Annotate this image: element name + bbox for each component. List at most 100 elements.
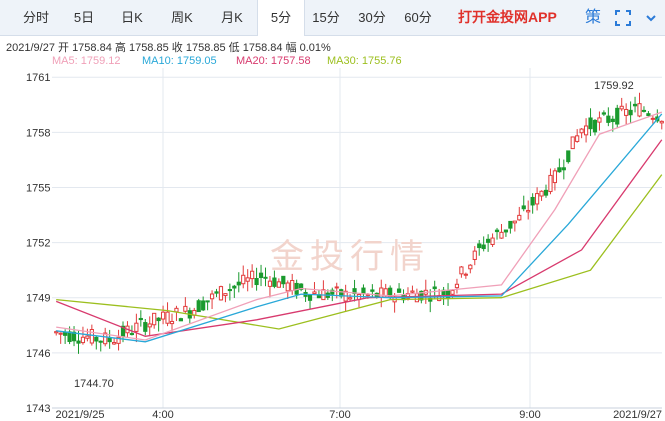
candle-body [245, 277, 250, 282]
candle-body [183, 305, 188, 312]
tab-weekly-k[interactable]: 周K [171, 10, 193, 25]
ma10-label: MA10: [142, 55, 174, 67]
ma5-legend: MA5: 1759.12 [52, 55, 121, 67]
candle-body [58, 332, 63, 335]
tab-5day[interactable]: 5日 [73, 10, 95, 25]
ma5-value: 1759.12 [80, 55, 121, 67]
candle-body [530, 196, 535, 206]
candle-body [263, 276, 268, 279]
candle-body [250, 270, 255, 280]
candle-body [129, 333, 135, 336]
candle-body [468, 264, 473, 270]
candle-body [290, 280, 295, 291]
y-tick-label: 1761 [26, 72, 50, 84]
candle-body [307, 294, 313, 301]
candle-body [512, 220, 517, 224]
tab-5min[interactable]: 5分 [257, 0, 305, 36]
tab-monthly-k[interactable]: 月K [221, 10, 243, 25]
period-tab-bar: 分时 5日 日K 周K 月K 5分 15分 30分 60分 打开金投网APP 策 [0, 0, 665, 36]
candle-body [432, 286, 437, 290]
candle-body [659, 120, 664, 124]
candle-body [71, 331, 77, 342]
candle-body [494, 229, 500, 233]
candle-body [67, 331, 72, 342]
tab-15min[interactable]: 15分 [312, 10, 340, 25]
candle-body [521, 205, 526, 210]
candle-body [548, 174, 553, 193]
x-tick-label: 9:00 [519, 409, 540, 421]
candle-body [281, 275, 286, 285]
candle-body [535, 193, 540, 205]
chart-watermark: 金投行情 [270, 238, 430, 276]
tab-intraday[interactable]: 分时 [22, 10, 49, 25]
candle-body [205, 300, 210, 303]
candle-body [575, 135, 580, 142]
tab-30min[interactable]: 30分 [358, 10, 386, 25]
fullscreen-icon[interactable] [612, 0, 634, 35]
candle-body [615, 107, 620, 125]
candle-body [410, 290, 415, 293]
candle-body [539, 190, 544, 197]
candle-body [178, 318, 183, 322]
candle-body [267, 280, 273, 287]
open-app-link[interactable]: 打开金投网APP [458, 9, 557, 25]
candle-body [80, 336, 86, 344]
ma5-line [56, 111, 663, 341]
candle-body [490, 237, 495, 245]
candle-body [628, 109, 633, 116]
candle-body [619, 105, 624, 110]
y-tick-label: 1743 [26, 403, 50, 415]
candle-body [103, 332, 108, 345]
candle-body [112, 341, 117, 345]
candle-body [583, 125, 589, 136]
ohlc-info-bar: 2021/9/27 开 1758.84 高 1758.85 收 1758.85 … [6, 39, 331, 55]
candle-body [258, 272, 264, 278]
candle-body [147, 323, 152, 328]
x-tick-label: 2021/9/25 [56, 409, 105, 421]
candle-body [566, 150, 571, 163]
ma5-label: MA5: [52, 55, 78, 67]
candle-body [227, 289, 232, 292]
candle-body [450, 289, 455, 295]
close-label: 收 [171, 42, 183, 54]
candle-body [134, 322, 139, 332]
tab-60min[interactable]: 60分 [404, 10, 432, 25]
min-price-label: 1744.70 [74, 378, 114, 390]
candle-body [241, 274, 246, 285]
ma30-value: 1755.76 [361, 55, 402, 67]
candle-body [143, 322, 148, 332]
ma20-line [55, 139, 663, 337]
candle-body [209, 293, 215, 300]
collapse-icon[interactable] [640, 0, 662, 35]
candle-body [597, 117, 602, 123]
candle-body [641, 109, 647, 112]
x-tick-label: 7:00 [329, 409, 350, 421]
candle-body [570, 136, 575, 150]
x-tick-label: 2021/9/27 [613, 409, 662, 421]
candle-body [236, 281, 241, 286]
candle-body [334, 286, 339, 289]
candle-body [107, 337, 112, 343]
change-value: 0.01% [299, 42, 331, 54]
candle-body [632, 103, 638, 107]
x-axis-ticks: 2021/9/25 4:00 7:00 9:00 2021/9/27 [56, 409, 662, 421]
candle-body [352, 288, 357, 295]
candle-body [285, 282, 290, 292]
candle-body [503, 229, 509, 233]
candle-body [152, 312, 157, 326]
candle-body [312, 291, 317, 295]
candle-body [347, 297, 353, 300]
ma30-legend: MA30: 1755.76 [327, 55, 402, 67]
candle-body [272, 277, 277, 287]
strategy-icon[interactable]: 策 [584, 9, 601, 26]
ma20-label: MA20: [236, 55, 268, 67]
low-label: 低 [228, 42, 240, 54]
candle-body [557, 167, 562, 173]
tab-daily-k[interactable]: 日K [121, 10, 143, 25]
candle-body [486, 238, 491, 243]
ma10-value: 1759.05 [176, 55, 217, 67]
candle-body [637, 103, 642, 117]
candle-body [156, 317, 161, 322]
candle-body [330, 289, 335, 295]
